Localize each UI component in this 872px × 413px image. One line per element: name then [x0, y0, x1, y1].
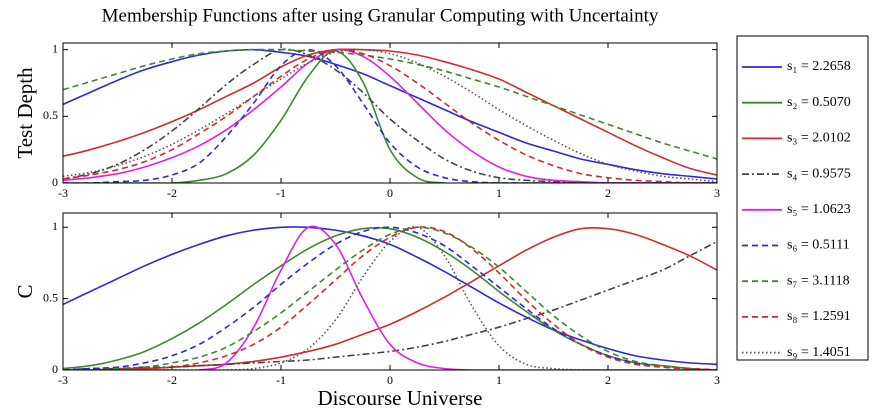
- axes-frame: [62, 212, 718, 371]
- legend-label: s₄ = 0.9575: [787, 166, 851, 181]
- x-axis-label: Discourse Universe: [317, 386, 482, 410]
- plot-area: [63, 213, 717, 370]
- series-line: [63, 225, 717, 370]
- legend-label: s₇ = 3.1118: [787, 273, 850, 288]
- series-line: [63, 240, 717, 370]
- legend-label: s₁ = 2.2658: [787, 59, 851, 74]
- series-line: [63, 48, 717, 160]
- series-line: [63, 48, 717, 183]
- axes-frame: [62, 42, 718, 184]
- chart-title: Membership Functions after using Granula…: [102, 5, 659, 26]
- legend-label: s₂ = 0.5070: [787, 95, 851, 110]
- x-tick-label: -1: [276, 186, 286, 200]
- series-line: [63, 48, 717, 183]
- x-tick-label: 3: [714, 373, 720, 387]
- y-axis-label: Test Depth: [13, 67, 37, 159]
- series-line: [63, 48, 717, 183]
- series-line: [63, 48, 717, 183]
- x-tick-label: 2: [605, 186, 611, 200]
- y-tick-label: 0: [52, 362, 58, 376]
- series-line: [63, 48, 717, 180]
- legend-label: s₃ = 2.0102: [787, 131, 851, 146]
- series-line: [63, 226, 717, 370]
- x-tick-label: -1: [276, 373, 286, 387]
- x-tick-label: -3: [58, 186, 68, 200]
- y-tick-label: 1: [52, 219, 58, 233]
- y-tick-label: 1: [52, 41, 58, 55]
- x-tick-label: 3: [714, 186, 720, 200]
- y-tick-label: 0.5: [43, 108, 58, 122]
- x-tick-label: -3: [58, 373, 68, 387]
- x-tick-label: -2: [167, 373, 177, 387]
- legend-label: s₉ = 1.4051: [787, 345, 851, 360]
- x-tick-label: 2: [605, 373, 611, 387]
- series-line: [63, 48, 717, 176]
- legend-box: [736, 35, 869, 361]
- legend-label: s₅ = 1.0623: [787, 202, 851, 217]
- series-line: [63, 226, 717, 370]
- y-axis-label: C: [13, 284, 37, 298]
- legend-label: s₆ = 0.5111: [787, 238, 850, 253]
- series-line: [63, 226, 717, 370]
- legend-label: s₈ = 1.2591: [787, 309, 851, 324]
- series-line: [63, 226, 717, 370]
- series-line: [63, 226, 717, 366]
- x-tick-label: 1: [496, 373, 502, 387]
- y-tick-label: 0: [52, 175, 58, 189]
- y-tick-label: 0.5: [43, 290, 58, 304]
- x-tick-label: 1: [496, 186, 502, 200]
- x-tick-label: -2: [167, 186, 177, 200]
- x-tick-label: 0: [387, 373, 393, 387]
- x-tick-label: 0: [387, 186, 393, 200]
